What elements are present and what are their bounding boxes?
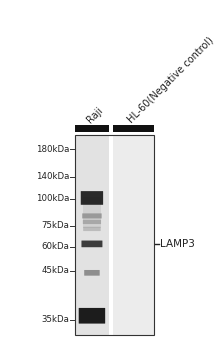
Text: 140kDa: 140kDa — [36, 173, 69, 182]
FancyBboxPatch shape — [79, 308, 105, 324]
FancyBboxPatch shape — [82, 214, 102, 218]
Bar — [75, 125, 109, 132]
Bar — [109, 135, 113, 335]
Bar — [113, 125, 154, 132]
Text: 100kDa: 100kDa — [36, 195, 69, 203]
Text: 45kDa: 45kDa — [41, 266, 69, 275]
Bar — [75, 135, 154, 335]
Text: Raji: Raji — [85, 105, 105, 125]
FancyBboxPatch shape — [84, 270, 100, 276]
Text: 180kDa: 180kDa — [36, 145, 69, 154]
Text: LAMP3: LAMP3 — [160, 239, 195, 249]
FancyBboxPatch shape — [83, 227, 101, 231]
FancyBboxPatch shape — [81, 191, 103, 205]
Text: 35kDa: 35kDa — [41, 315, 69, 324]
Text: HL-60(Negative control): HL-60(Negative control) — [126, 35, 216, 125]
Bar — [75, 135, 109, 335]
Text: 60kDa: 60kDa — [41, 242, 69, 251]
FancyBboxPatch shape — [83, 220, 101, 224]
FancyBboxPatch shape — [81, 240, 102, 247]
Text: 75kDa: 75kDa — [41, 222, 69, 230]
Bar — [83, 197, 101, 228]
Bar — [113, 135, 154, 335]
